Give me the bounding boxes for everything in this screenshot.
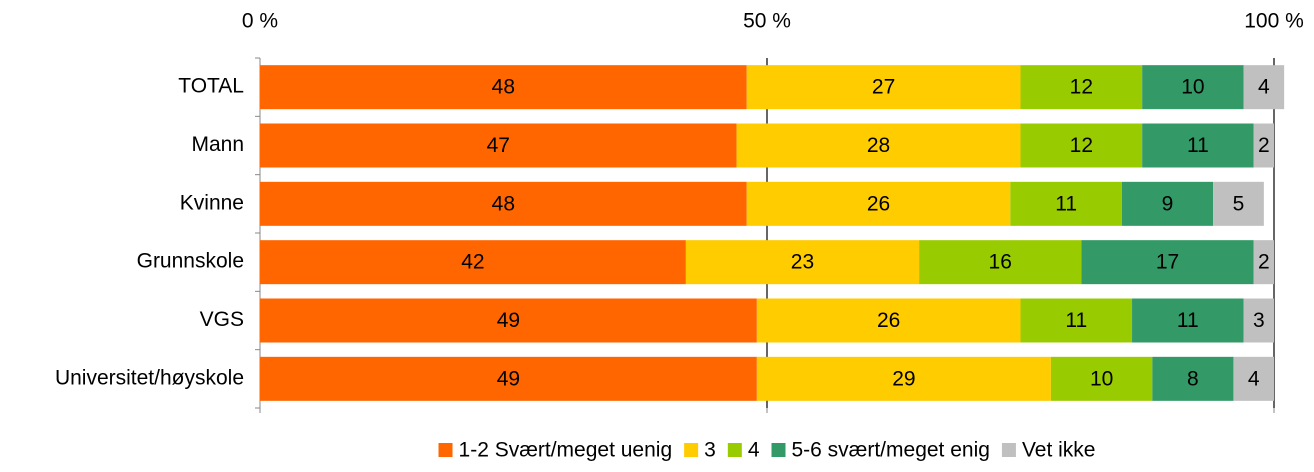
data-label: 10 <box>1181 76 1204 99</box>
data-label: 11 <box>1177 309 1199 332</box>
bar-segment <box>1243 65 1285 110</box>
legend-swatch <box>727 443 742 457</box>
data-label: 12 <box>1070 76 1093 99</box>
data-label: 2 <box>1258 134 1270 157</box>
bar-segment <box>756 356 1051 401</box>
data-label: 9 <box>1162 192 1174 215</box>
bar-segment <box>1132 298 1244 343</box>
data-label: 11 <box>1065 309 1087 332</box>
data-label: 28 <box>867 134 890 157</box>
legend-label: 5-6 svært/meget enig <box>792 439 990 462</box>
data-label: 49 <box>497 367 520 390</box>
data-label: 29 <box>892 367 915 390</box>
bar-segment <box>1081 240 1254 285</box>
bar-segment <box>746 65 1021 110</box>
x-tick-label: 50 % <box>743 10 791 33</box>
data-label: 11 <box>1055 192 1077 215</box>
data-label: 8 <box>1187 367 1199 390</box>
bar-segment <box>1142 123 1254 168</box>
data-label: 26 <box>877 309 900 332</box>
bar-segment <box>1020 123 1143 168</box>
data-label: 23 <box>791 251 814 274</box>
legend-label: 1-2 Svært/meget uenig <box>459 439 673 462</box>
data-label: 4 <box>1258 76 1270 99</box>
legend-label: 3 <box>704 439 716 462</box>
bar-segment <box>1233 356 1274 401</box>
data-label: 4 <box>1248 367 1260 390</box>
legend-swatch <box>1001 443 1016 457</box>
data-label: 3 <box>1253 309 1265 332</box>
y-tick-label: Kvinne <box>180 191 244 214</box>
bar-segment <box>1020 298 1133 343</box>
bar-segment <box>1243 298 1274 343</box>
legend-label: 4 <box>748 439 760 462</box>
data-label: 17 <box>1156 251 1179 274</box>
y-tick-label: Universitet/høyskole <box>55 366 244 389</box>
bar-segment <box>260 181 747 226</box>
bar-segment <box>1152 356 1234 401</box>
y-tick-label: VGS <box>200 308 244 331</box>
bar-segment <box>685 240 920 285</box>
data-label: 42 <box>461 251 484 274</box>
data-label: 49 <box>497 309 520 332</box>
y-tick-label: TOTAL <box>178 75 244 98</box>
bar-segment <box>1213 181 1264 226</box>
x-tick-label: 100 % <box>1244 10 1304 33</box>
bar-segment <box>260 65 747 110</box>
data-label: 12 <box>1070 134 1093 157</box>
bar-segment <box>1253 123 1274 168</box>
legend-swatch <box>771 443 786 457</box>
data-label: 47 <box>487 134 510 157</box>
y-tick-label: Mann <box>191 133 244 156</box>
data-label: 11 <box>1187 134 1209 157</box>
bar-segment <box>919 240 1082 285</box>
legend-swatch <box>438 443 453 457</box>
bar-segment <box>260 240 686 285</box>
bar-segment <box>736 123 1021 168</box>
data-label: 5 <box>1233 192 1245 215</box>
x-tick-label: 0 % <box>242 10 278 33</box>
data-label: 27 <box>872 76 895 99</box>
bar-segment <box>260 356 757 401</box>
bar-segment <box>756 298 1021 343</box>
bar-segment <box>1010 181 1122 226</box>
bar-segment <box>260 123 737 168</box>
data-label: 10 <box>1090 367 1113 390</box>
legend-label: Vet ikke <box>1022 439 1096 462</box>
data-label: 26 <box>867 192 890 215</box>
legend-swatch <box>684 443 699 457</box>
data-label: 2 <box>1258 251 1270 274</box>
bar-segment <box>1121 181 1214 226</box>
bar-segment <box>260 298 757 343</box>
data-label: 16 <box>989 251 1012 274</box>
bar-segment <box>746 181 1011 226</box>
bar-segment <box>1050 356 1153 401</box>
bar-segment <box>1020 65 1143 110</box>
bar-segment <box>1142 65 1244 110</box>
data-label: 48 <box>492 192 515 215</box>
data-label: 48 <box>492 76 515 99</box>
y-tick-label: Grunnskole <box>137 250 244 273</box>
bar-segment <box>1253 240 1274 285</box>
